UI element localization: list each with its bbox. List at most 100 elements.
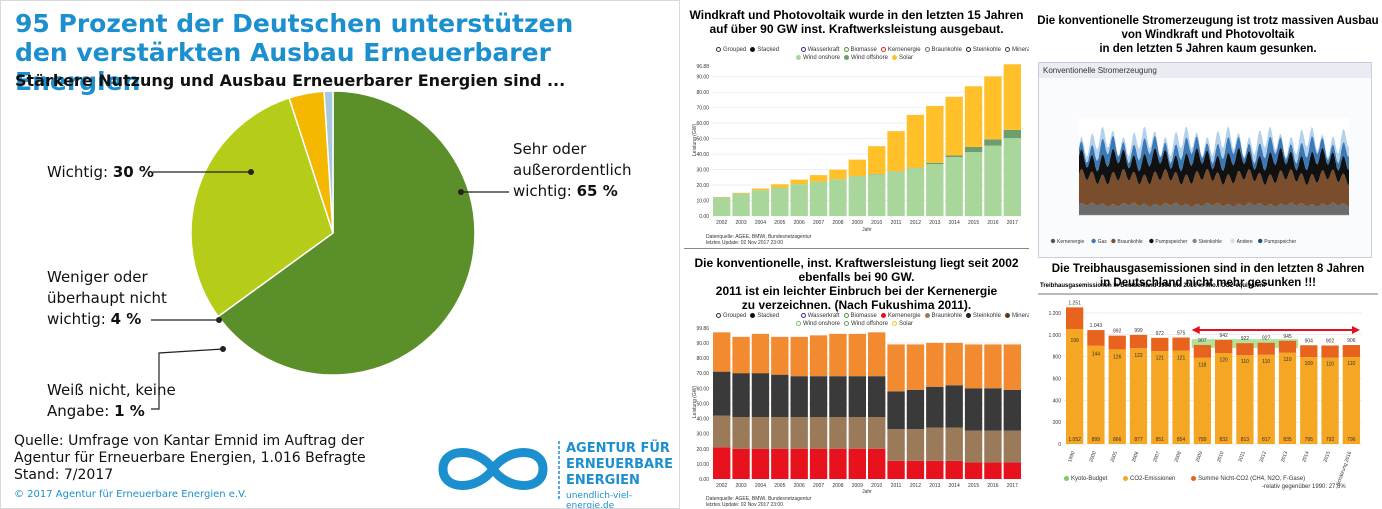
bar-kernenergie — [1003, 462, 1021, 479]
bar-wind-onshore — [751, 190, 770, 216]
generation-area — [1079, 147, 1349, 186]
chart2-title: Die konventionelle Stromerzeugung ist tr… — [1037, 15, 1379, 55]
x-tick: Schätzung 2016 — [1335, 450, 1353, 486]
bar-braunkohle — [964, 430, 983, 463]
non-co2-label: 110 — [1241, 359, 1249, 365]
leader-line — [151, 348, 224, 410]
wind-solar-panel: Windkraft und Photovoltaik wurde in den … — [684, 0, 1029, 247]
bar-gas — [984, 344, 1002, 389]
y-tick: 800 — [1053, 355, 1062, 361]
x-tick: 2006 — [1131, 450, 1141, 463]
x-tick: 2006 — [794, 220, 805, 226]
bar-non-co2 — [1151, 337, 1169, 352]
bar-non-co2 — [1215, 340, 1233, 354]
x-tick: 2015 — [1323, 450, 1333, 463]
bar-braunkohle — [771, 417, 789, 449]
legend-dot — [1258, 238, 1263, 244]
chart1-legend: Grouped Stacked Wasserkraft Biomasse Kernen… — [712, 47, 1029, 53]
x-tick: 2010 — [871, 220, 882, 226]
x-tick: 2015 — [968, 483, 979, 489]
bar-wind-onshore — [906, 168, 925, 216]
x-tick: 2008 — [1174, 450, 1184, 463]
bar-steinkohle — [887, 391, 905, 430]
total-label: 907 — [1198, 338, 1207, 344]
x-tick: 2003 — [736, 483, 747, 489]
x-tick: 2013 — [1280, 450, 1290, 463]
bar-wind-offshore — [945, 155, 963, 158]
bar-steinkohle — [1003, 389, 1021, 431]
y-tick: 10.00 — [696, 462, 709, 468]
bar-wind-onshore — [984, 145, 1002, 216]
bar-co2 — [1236, 355, 1254, 444]
legend-label: Steinkohle — [1199, 239, 1223, 245]
bar-kernenergie — [984, 462, 1002, 479]
bar-wind-onshore — [829, 179, 847, 216]
y-tick: 0 — [1058, 442, 1061, 448]
bar-co2 — [1300, 357, 1318, 444]
co2-label: 851 — [1156, 437, 1165, 443]
bar-kernenergie — [771, 448, 789, 479]
bar-non-co2 — [1278, 340, 1297, 353]
y-tick: 0.00 — [699, 477, 709, 483]
divider — [684, 248, 1029, 249]
page-subtitle: Stärkere Nutzung und Ausbau Erneuerbarer… — [15, 71, 566, 90]
legend-label: Kernenergie — [1057, 239, 1084, 245]
legend-label: Braunkohle — [1117, 239, 1143, 245]
bar-co2 — [1151, 351, 1169, 444]
bar-braunkohle — [887, 429, 905, 461]
bar-non-co2 — [1321, 345, 1339, 358]
y-tick: 30.00 — [696, 168, 709, 174]
x-tick: 2004 — [755, 220, 766, 226]
x-tick: 2007 — [813, 220, 824, 226]
bar-braunkohle — [848, 417, 866, 449]
chart2-inner-title: Konventionelle Stromerzeugung — [1039, 63, 1371, 78]
bar-solar — [887, 131, 905, 172]
bar-solar — [790, 179, 808, 185]
bar-kernenergie — [809, 448, 828, 479]
bar-gas — [751, 333, 770, 374]
x-tick: 2000 — [1088, 450, 1098, 463]
y-tick: 80.00 — [696, 356, 709, 362]
infinity-logo-icon — [438, 448, 548, 490]
x-tick: 2007 — [1152, 450, 1162, 463]
generation-area — [1079, 135, 1349, 172]
leader-dot — [458, 189, 464, 195]
generation-area — [1079, 168, 1349, 208]
bar-solar — [848, 159, 866, 177]
bar-co2 — [1087, 345, 1105, 444]
total-label: 927 — [1262, 336, 1271, 342]
y-tick: 96.88 — [696, 64, 709, 70]
x-tick: 2004 — [755, 483, 766, 489]
chart4-legend: Kyoto-Budget CO2-Emissionen Summe Nicht-… — [1060, 476, 1305, 482]
pie-slice-sehr — [217, 90, 476, 376]
x-tick: 2002 — [716, 483, 727, 489]
legend-label: Gas — [1098, 239, 1108, 245]
bar-gas — [906, 344, 925, 390]
y-tick: 1.200 — [1048, 311, 1061, 317]
total-label: 992 — [1113, 329, 1122, 335]
bar-wind-offshore — [926, 162, 944, 165]
y-tick: 30.00 — [696, 432, 709, 438]
bar-kernenergie — [848, 448, 866, 479]
copyright: © 2017 Agentur für Erneuerbare Energien … — [14, 489, 247, 500]
co2-label: 866 — [1113, 437, 1122, 443]
bar-non-co2 — [1300, 345, 1318, 358]
bar-kernenergie — [732, 448, 750, 479]
bar-solar — [964, 86, 983, 147]
bar-co2 — [1172, 350, 1190, 444]
y-tick: 50.00 — [696, 137, 709, 143]
non-co2-label: 126 — [1113, 354, 1122, 360]
total-label: 942 — [1219, 333, 1228, 339]
x-tick: 2012 — [910, 483, 921, 489]
bar-braunkohle — [809, 417, 828, 449]
x-tick: 2016 — [987, 220, 998, 226]
bar-non-co2 — [1342, 345, 1360, 358]
chart4-title: Die Treibhausgasemissionen sind in den l… — [1051, 263, 1365, 289]
bar-kernenergie — [887, 460, 905, 479]
bar-kernenergie — [906, 460, 925, 479]
bar-kernenergie — [964, 462, 983, 479]
conventional-capacity-panel: Die konventionelle, inst. Kraftwersleist… — [684, 252, 1029, 509]
legend-dot — [1050, 238, 1056, 244]
x-axis-label: Jahr — [862, 489, 872, 495]
bar-braunkohle — [906, 429, 925, 461]
